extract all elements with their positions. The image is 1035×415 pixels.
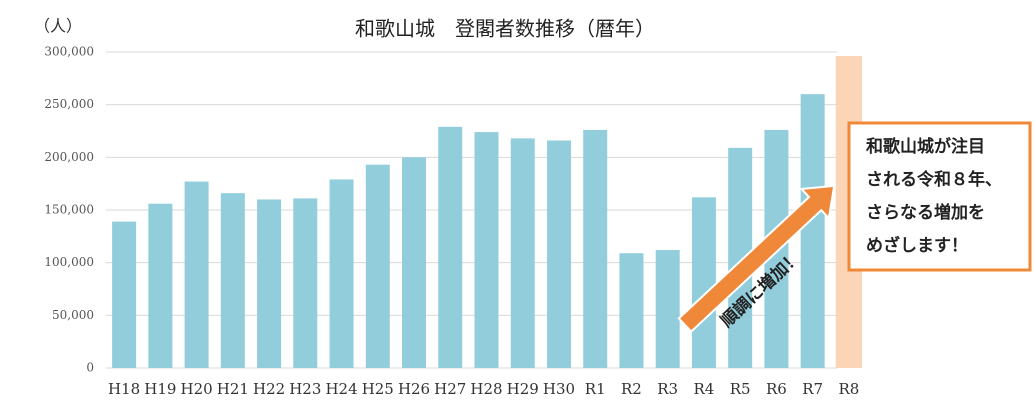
bar bbox=[546, 140, 571, 368]
x-tick-label: H23 bbox=[289, 380, 321, 398]
x-tick-label: R8 bbox=[838, 380, 859, 398]
x-tick-label: H26 bbox=[398, 380, 430, 398]
x-tick-label: H27 bbox=[434, 380, 466, 398]
y-unit: （人） bbox=[34, 17, 82, 36]
callout-box bbox=[847, 121, 1032, 272]
bar bbox=[257, 199, 282, 368]
callout-text: される令和８年、 bbox=[866, 169, 1002, 190]
bar bbox=[365, 164, 390, 368]
x-tick-label: H29 bbox=[507, 380, 539, 398]
x-tick-label: R2 bbox=[621, 380, 642, 398]
callout-text: めざします！ bbox=[866, 235, 968, 256]
callout-text: さらなる増加を bbox=[866, 202, 985, 223]
x-tick-label: R6 bbox=[766, 380, 787, 398]
bar bbox=[655, 250, 680, 368]
x-tick-label: R1 bbox=[585, 380, 606, 398]
x-tick-label: H19 bbox=[144, 380, 176, 398]
x-tick-label: H30 bbox=[543, 380, 575, 398]
y-tick-label: 200,000 bbox=[44, 150, 94, 164]
x-tick-label: R4 bbox=[694, 380, 715, 398]
y-tick-label: 300,000 bbox=[44, 45, 94, 59]
x-tick-label: H22 bbox=[253, 380, 285, 398]
x-tick-label: H21 bbox=[217, 380, 249, 398]
x-tick-label: R3 bbox=[657, 380, 678, 398]
callout-text: 和歌山城が注目 bbox=[866, 136, 985, 157]
bar bbox=[184, 181, 209, 368]
x-tick-label: H18 bbox=[108, 380, 140, 398]
y-tick-label: 50,000 bbox=[52, 308, 94, 322]
bar bbox=[402, 157, 427, 368]
bar bbox=[691, 197, 716, 368]
y-tick-label: 100,000 bbox=[44, 255, 94, 269]
y-tick-label: 250,000 bbox=[44, 97, 94, 111]
bar bbox=[293, 198, 318, 368]
bar bbox=[583, 129, 608, 368]
bar bbox=[474, 132, 499, 368]
arrow-shape bbox=[677, 184, 836, 333]
x-tick-label: H28 bbox=[470, 380, 502, 398]
bar bbox=[510, 138, 535, 368]
y-tick-label: 0 bbox=[86, 361, 94, 375]
bar bbox=[438, 126, 463, 368]
bar bbox=[148, 203, 173, 368]
y-tick-label: 150,000 bbox=[44, 203, 94, 217]
x-tick-label: H24 bbox=[325, 380, 357, 398]
x-tick-label: R5 bbox=[730, 380, 751, 398]
bar bbox=[220, 193, 245, 368]
x-tick-label: H25 bbox=[362, 380, 394, 398]
x-tick-label: H20 bbox=[181, 380, 213, 398]
bar bbox=[329, 179, 354, 368]
x-tick-label: R7 bbox=[802, 380, 823, 398]
chart-title: 和歌山城 登閣者数推移（暦年） bbox=[355, 17, 655, 41]
bar bbox=[619, 253, 644, 368]
bar bbox=[112, 221, 137, 368]
bar bbox=[800, 94, 825, 368]
